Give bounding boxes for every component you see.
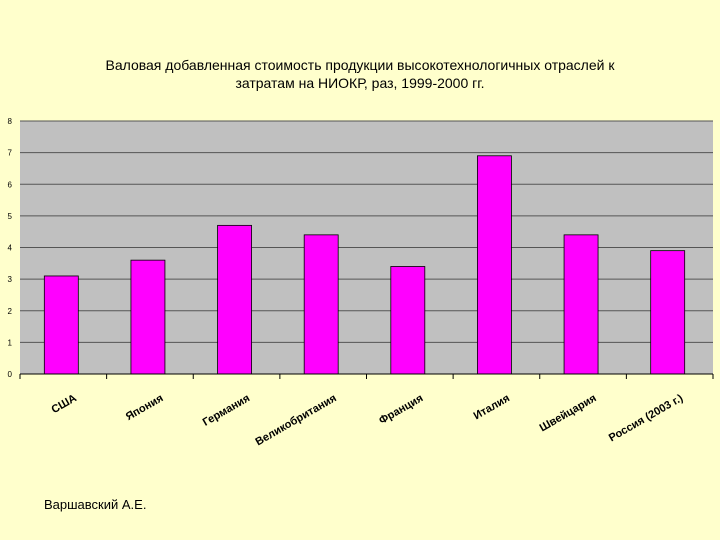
y-tick-label: 5 (8, 212, 13, 221)
y-tick-label: 7 (8, 149, 13, 158)
x-tick-label: Япония (124, 392, 166, 423)
bar-8 (650, 250, 686, 375)
y-tick-label: 2 (8, 307, 13, 316)
bar-7 (563, 234, 599, 375)
bar-6 (477, 155, 512, 375)
y-tick-label: 4 (8, 244, 13, 253)
bar-1 (43, 275, 79, 375)
x-tick-label: Великобритания (253, 392, 338, 448)
x-tick-label: США (49, 392, 78, 416)
bar-4 (303, 234, 339, 375)
bar-2 (130, 259, 166, 375)
x-tick-label: Россия (2003 г.) (607, 392, 686, 444)
bar-5 (390, 266, 426, 375)
y-tick-label: 0 (8, 370, 13, 379)
bars (43, 155, 686, 375)
y-tick-label: 1 (8, 338, 13, 347)
y-axis-ticks: 0 1 2 3 4 5 6 7 8 (8, 117, 13, 379)
x-tick-label: Швейцария (538, 392, 599, 434)
x-axis-ticks (19, 374, 714, 379)
x-tick-label: Италия (472, 392, 512, 422)
y-tick-label: 3 (8, 275, 13, 284)
x-axis-labels: США Япония Германия Великобритания Франция Ит… (49, 392, 685, 448)
y-tick-label: 6 (8, 180, 13, 189)
x-tick-label: Германия (201, 392, 252, 429)
x-tick-label: Франция (377, 392, 425, 427)
bar-3 (217, 224, 252, 375)
chart-title: Валовая добавленная стоимость продукции … (105, 57, 615, 91)
y-tick-label: 8 (8, 117, 13, 126)
author-credit: Варшавский А.Е. (44, 497, 147, 512)
